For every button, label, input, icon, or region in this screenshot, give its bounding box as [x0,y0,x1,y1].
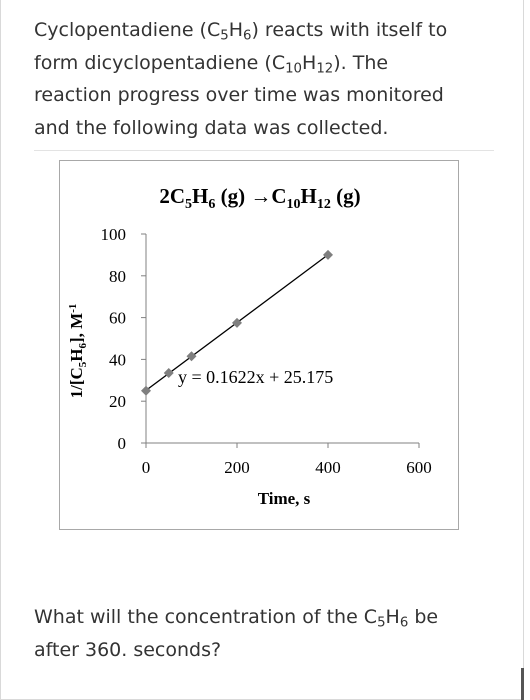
y-tick-label: 40 [109,350,126,369]
x-axis-label: Time, s [258,489,311,508]
problem-intro-text: Cyclopentadiene (C5H6) reacts with itsel… [34,19,448,139]
chart-title: 2C5H6 (g) →C10H12 (g) [159,184,360,212]
data-point [163,367,174,378]
question-text: What will the concentration of the C5H6 … [34,606,439,661]
data-point [232,317,242,328]
trendline-equation: y = 0.1622x + 25.175 [178,367,333,387]
x-tick-label: 400 [315,458,341,477]
x-tick-label: 0 [142,458,151,477]
reaction-chart: 2C5H6 (g) →C10H12 (g) 1/[C5H6], M-1 Time… [67,184,432,508]
y-tick-label: 0 [118,434,127,453]
y-tick-label: 100 [101,225,127,244]
x-tick-label: 200 [224,458,250,477]
data-point [186,351,197,362]
chart-frame: 2C5H6 (g) →C10H12 (g) 1/[C5H6], M-1 Time… [59,160,459,530]
y-tick-label: 80 [109,267,126,286]
intro-divider [34,150,494,151]
frame-left-border [0,0,1,700]
data-point [323,249,333,260]
data-point [141,385,151,396]
frame-right-border [523,0,524,700]
x-tick-label: 600 [406,458,432,477]
y-axis-label: 1/[C5H6], M-1 [67,304,89,399]
y-tick-label: 60 [109,309,126,328]
y-tick-label: 20 [109,392,126,411]
text-cursor-mark [521,668,524,700]
